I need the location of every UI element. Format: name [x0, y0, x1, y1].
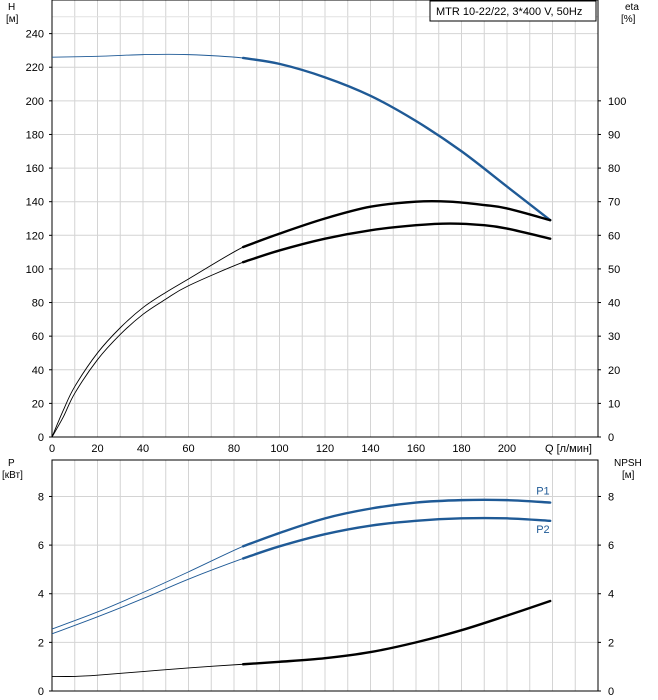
series-label-p1: P1 — [536, 486, 549, 498]
left-tick-label: 140 — [26, 197, 44, 209]
right-tick-label: 40 — [608, 298, 620, 310]
left-tick-label: 180 — [26, 129, 44, 141]
right-tick-label: 80 — [608, 163, 620, 175]
left-tick-label: 0 — [38, 432, 44, 444]
plot-frame — [51, 0, 599, 438]
x-tick-label: 200 — [498, 443, 516, 455]
chart-title: MTR 10-22/22, 3*400 V, 50Hz — [436, 6, 582, 18]
right-tick-label: 2 — [608, 637, 614, 649]
left-axis-unit: [м] — [6, 14, 19, 25]
right-axis-unit: [м] — [622, 470, 635, 481]
right-tick-label: 10 — [608, 398, 620, 410]
left-tick-label: 200 — [26, 96, 44, 108]
left-tick-label: 8 — [38, 491, 44, 503]
plot-frame — [51, 459, 599, 692]
right-tick-label: 60 — [608, 230, 620, 242]
left-tick-label: 60 — [32, 331, 44, 343]
left-tick-label: 160 — [26, 163, 44, 175]
panel-1 — [49, 0, 601, 438]
series-line-bold — [241, 222, 552, 264]
right-tick-label: 0 — [608, 686, 614, 698]
left-tick-label: 2 — [38, 637, 44, 649]
left-tick-label: 220 — [26, 62, 44, 74]
x-axis-label: Q [л/мин] — [545, 443, 592, 455]
x-tick-label: 60 — [182, 443, 194, 455]
left-tick-label: 20 — [32, 398, 44, 410]
left-tick-label: 6 — [38, 540, 44, 552]
legend-box — [429, 0, 597, 22]
x-tick-label: 120 — [316, 443, 334, 455]
x-tick-label: 0 — [49, 443, 55, 455]
right-tick-label: 30 — [608, 331, 620, 343]
x-tick-label: 100 — [270, 443, 288, 455]
right-tick-label: 4 — [608, 589, 614, 601]
left-tick-label: 40 — [32, 365, 44, 377]
left-tick-label: 4 — [38, 589, 44, 601]
left-tick-label: 0 — [38, 686, 44, 698]
right-axis-unit: [%] — [621, 14, 636, 25]
right-axis-title: NPSH — [614, 458, 642, 469]
x-tick-label: 80 — [228, 443, 240, 455]
right-tick-label: 100 — [608, 96, 626, 108]
right-tick-label: 90 — [608, 129, 620, 141]
right-tick-label: 70 — [608, 197, 620, 209]
series-line-bold — [241, 56, 552, 222]
x-tick-label: 20 — [91, 443, 103, 455]
left-tick-label: 240 — [26, 29, 44, 41]
left-tick-label: 100 — [26, 264, 44, 276]
right-tick-label: 6 — [608, 540, 614, 552]
right-axis-title: eta — [625, 2, 639, 13]
series-line-bold — [241, 199, 552, 249]
series-line-bold — [241, 516, 552, 560]
series-label-p2: P2 — [536, 524, 549, 536]
right-tick-label: 8 — [608, 491, 614, 503]
series-line-bold — [241, 599, 552, 666]
x-tick-label: 180 — [452, 443, 470, 455]
right-tick-label: 20 — [608, 365, 620, 377]
panel-2 — [49, 459, 601, 692]
x-tick-label: 140 — [361, 443, 379, 455]
right-tick-label: 50 — [608, 264, 620, 276]
x-tick-label: 40 — [137, 443, 149, 455]
x-tick-label: 160 — [407, 443, 425, 455]
left-tick-label: 120 — [26, 230, 44, 242]
right-tick-label: 0 — [608, 432, 614, 444]
left-axis-title: P — [8, 458, 15, 469]
left-tick-label: 80 — [32, 298, 44, 310]
left-axis-unit: [кВт] — [2, 470, 23, 481]
left-axis-title: H — [8, 2, 15, 13]
series-line-bold — [241, 498, 552, 548]
